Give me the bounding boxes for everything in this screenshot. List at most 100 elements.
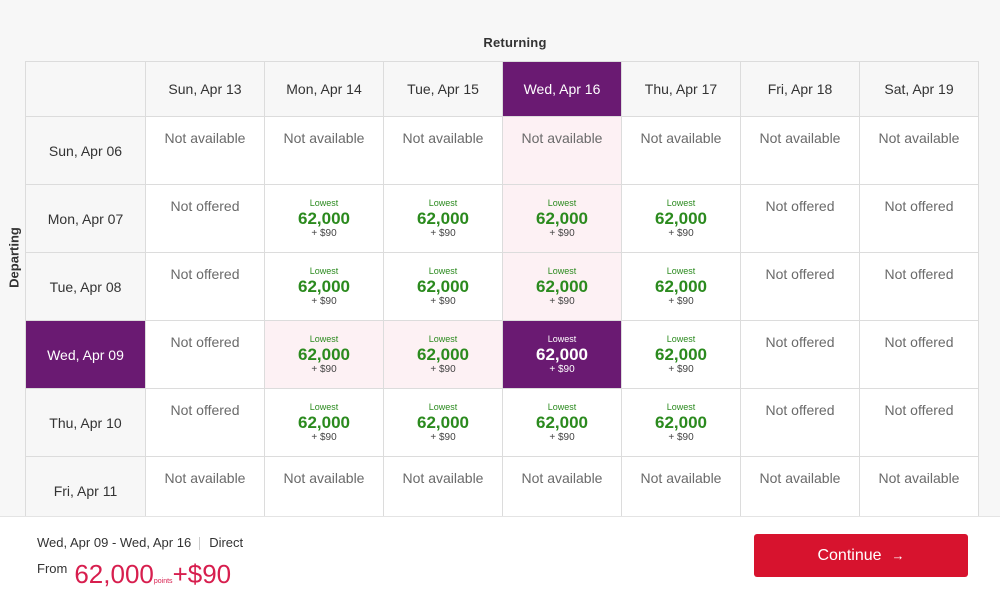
grid-row: Mon, Apr 07 Not offered Lowest 62,000 + $90 L… (25, 184, 979, 253)
fare-cell[interactable]: Lowest 62,000 + $90 (383, 320, 503, 389)
fare-cell-unavailable: Not offered (859, 252, 979, 321)
row-header[interactable]: Wed, Apr 09 (25, 320, 146, 389)
row-header[interactable]: Mon, Apr 07 (25, 184, 146, 253)
fare-cell-unavailable: Not available (264, 456, 384, 525)
fare-lowest-label: Lowest (428, 265, 458, 276)
fare-cell[interactable]: Lowest 62,000 + $90 (502, 252, 622, 321)
fare-points: 62,000 (417, 344, 469, 364)
fare-cell[interactable]: Lowest 62,000 + $90 (621, 252, 741, 321)
fare-points: 62,000 (655, 208, 707, 228)
fare-cell[interactable]: Lowest 62,000 + $90 (621, 184, 741, 253)
total-price: From 62,000points+$90 (37, 559, 231, 590)
booking-footer: Wed, Apr 09 - Wed, Apr 16 Direct From 62,0… (0, 516, 1000, 595)
grid-header-row: Sun, Apr 13 Mon, Apr 14 Tue, Apr 15 Wed,… (25, 61, 979, 117)
grid-row: Thu, Apr 10 Not offered Lowest 62,000 + $90 L… (25, 388, 979, 457)
fare-cell-unavailable: Not offered (740, 320, 860, 389)
fare-fee: + $90 (549, 227, 575, 239)
fare-cell[interactable]: Lowest 62,000 + $90 (264, 388, 384, 457)
fare-points: 62,000 (417, 412, 469, 432)
fare-cell[interactable]: Lowest 62,000 + $90 (264, 184, 384, 253)
fare-points: 62,000 (298, 412, 350, 432)
column-header-tue-apr-15[interactable]: Tue, Apr 15 (383, 61, 503, 117)
fare-cell[interactable]: Lowest 62,000 + $90 (383, 184, 503, 253)
fare-lowest-label: Lowest (547, 265, 577, 276)
summary-divider (199, 537, 201, 551)
column-header-sun-apr-13[interactable]: Sun, Apr 13 (145, 61, 265, 117)
fare-cell-unavailable: Not offered (859, 320, 979, 389)
column-header-fri-apr-18[interactable]: Fri, Apr 18 (740, 61, 860, 117)
summary-depart-date: Wed, Apr 09 (37, 535, 109, 550)
fare-cell[interactable]: Lowest 62,000 + $90 (383, 252, 503, 321)
column-header-thu-apr-17[interactable]: Thu, Apr 17 (621, 61, 741, 117)
row-header[interactable]: Thu, Apr 10 (25, 388, 146, 457)
fare-cell-unavailable: Not available (740, 116, 860, 185)
fare-fee: + $90 (430, 363, 456, 375)
fare-grid: Sun, Apr 13 Mon, Apr 14 Tue, Apr 15 Wed,… (25, 61, 979, 593)
fare-cell-unavailable: Not available (621, 456, 741, 525)
fare-cell[interactable]: Lowest 62,000 + $90 (502, 320, 622, 389)
fare-cell-unavailable: Not offered (145, 388, 265, 457)
fare-fee: + $90 (311, 227, 337, 239)
fare-lowest-label: Lowest (547, 333, 577, 344)
fare-cell[interactable]: Lowest 62,000 + $90 (502, 184, 622, 253)
fare-cell[interactable]: Lowest 62,000 + $90 (383, 388, 503, 457)
returning-axis-label: Returning (483, 35, 547, 50)
fare-points: 62,000 (655, 276, 707, 296)
grid-corner (25, 61, 146, 117)
grid-row: Fri, Apr 11 Not available Not available Not… (25, 456, 979, 525)
fare-lowest-label: Lowest (666, 333, 696, 344)
row-header[interactable]: Fri, Apr 11 (25, 456, 146, 525)
fare-fee: + $90 (430, 431, 456, 443)
column-header-sat-apr-19[interactable]: Sat, Apr 19 (859, 61, 979, 117)
fare-cell-unavailable: Not available (383, 116, 503, 185)
fare-cell-unavailable: Not offered (740, 184, 860, 253)
fare-cell[interactable]: Lowest 62,000 + $90 (264, 252, 384, 321)
fare-fee: + $90 (549, 295, 575, 307)
fare-lowest-label: Lowest (428, 401, 458, 412)
column-header-mon-apr-14[interactable]: Mon, Apr 14 (264, 61, 384, 117)
fare-points: 62,000 (298, 344, 350, 364)
fare-cell-unavailable: Not offered (859, 184, 979, 253)
fare-lowest-label: Lowest (309, 197, 339, 208)
fare-fee: + $90 (668, 363, 694, 375)
fare-lowest-label: Lowest (309, 401, 339, 412)
fare-fee: + $90 (311, 431, 337, 443)
fare-cell[interactable]: Lowest 62,000 + $90 (621, 320, 741, 389)
fare-fee: + $90 (430, 227, 456, 239)
fare-cell-unavailable: Not available (502, 116, 622, 185)
fare-points: 62,000 (655, 412, 707, 432)
fare-cell-unavailable: Not available (621, 116, 741, 185)
fare-cell-unavailable: Not available (264, 116, 384, 185)
fare-fee: + $90 (311, 363, 337, 375)
price-cash-value: +$90 (172, 559, 232, 589)
fare-cell-unavailable: Not available (383, 456, 503, 525)
fare-cell[interactable]: Lowest 62,000 + $90 (264, 320, 384, 389)
continue-button-label: Continue (817, 546, 882, 564)
arrow-right-icon: → (891, 547, 905, 563)
fare-fee: + $90 (549, 431, 575, 443)
fare-lowest-label: Lowest (309, 333, 339, 344)
fare-fee: + $90 (668, 227, 694, 239)
fare-fee: + $90 (430, 295, 456, 307)
fare-cell-unavailable: Not offered (145, 320, 265, 389)
fare-points: 62,000 (298, 276, 350, 296)
row-header[interactable]: Tue, Apr 08 (25, 252, 146, 321)
fare-points: 62,000 (536, 276, 588, 296)
fare-points: 62,000 (655, 344, 707, 364)
fare-cell-unavailable: Not available (145, 116, 265, 185)
fare-cell[interactable]: Lowest 62,000 + $90 (502, 388, 622, 457)
fare-points: 62,000 (417, 276, 469, 296)
summary-trip-type: Direct (209, 535, 244, 550)
trip-summary: Wed, Apr 09 - Wed, Apr 16 Direct (37, 535, 244, 551)
fare-lowest-label: Lowest (666, 265, 696, 276)
fare-cell-unavailable: Not offered (740, 252, 860, 321)
column-header-wed-apr-16[interactable]: Wed, Apr 16 (502, 61, 622, 117)
price-points-unit: points (153, 578, 173, 585)
fare-cell-unavailable: Not available (145, 456, 265, 525)
fare-fee: + $90 (549, 363, 575, 375)
continue-button[interactable]: Continue → (754, 534, 968, 577)
grid-row: Tue, Apr 08 Not offered Lowest 62,000 + $90 L… (25, 252, 979, 321)
fare-cell-unavailable: Not available (740, 456, 860, 525)
fare-cell[interactable]: Lowest 62,000 + $90 (621, 388, 741, 457)
row-header[interactable]: Sun, Apr 06 (25, 116, 146, 185)
